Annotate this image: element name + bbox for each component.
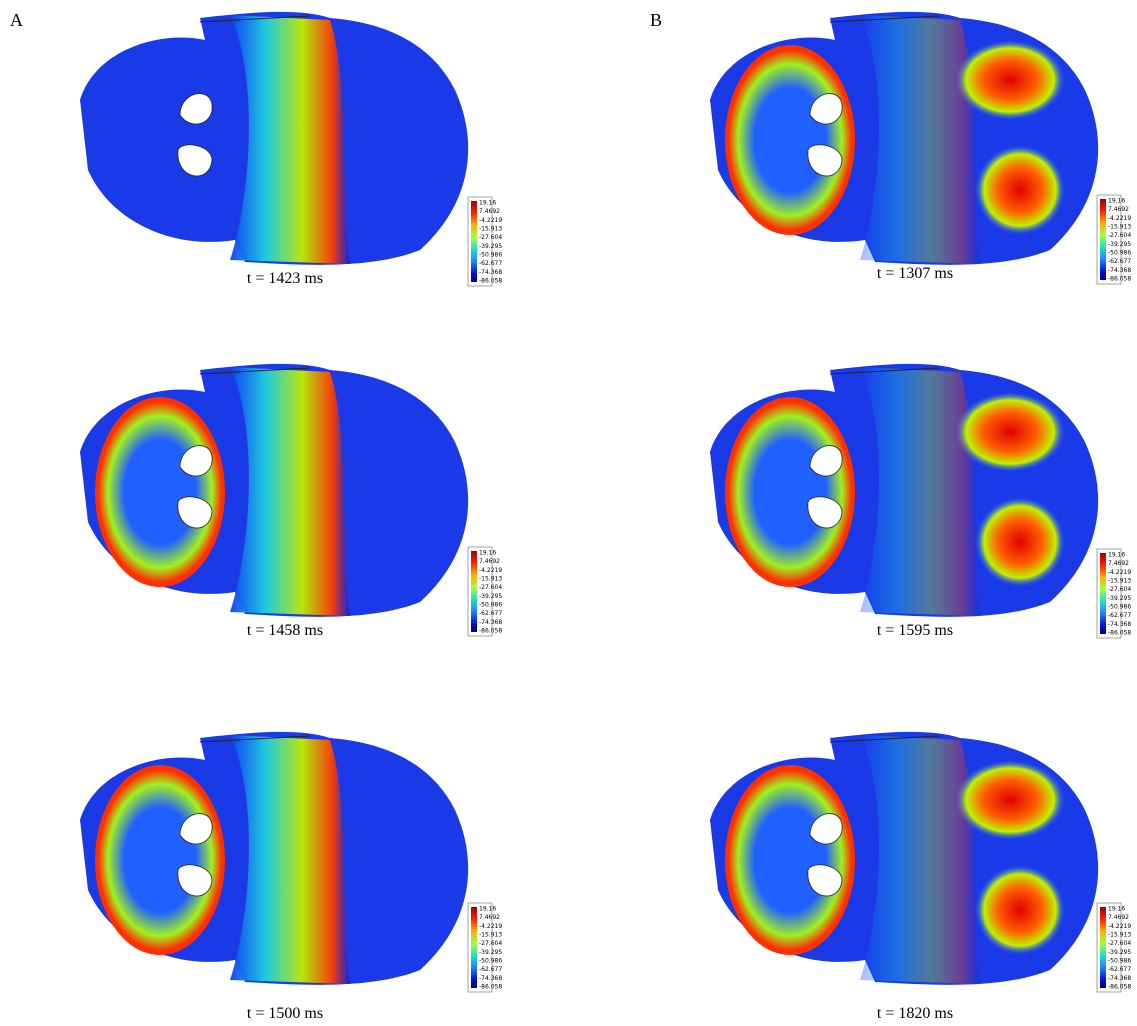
heart-map [80,12,468,265]
colorbar-label: -27.604 [479,584,502,591]
colorbar-label: 7.4692 [1108,914,1129,921]
colorbar-label: 7.4692 [1108,206,1129,213]
colorbar [471,907,477,988]
colorbar-label: -50.986 [479,252,502,259]
figure: At = 1423 ms19.167.4692-4.2219-15.913-27… [0,0,1137,1026]
colorbar-label: -27.604 [1108,940,1131,947]
colorbar-label: -62.677 [1108,612,1131,619]
time-caption: t = 1423 ms [247,270,323,287]
colorbar-label: -50.986 [1108,250,1131,257]
colorbar-label: -39.295 [1108,595,1131,602]
hot-spot [975,497,1065,587]
colorbar-label: -86.058 [479,278,502,285]
colorbar-label: 19.16 [479,550,496,557]
colorbar-label: -39.295 [479,949,502,956]
hot-spot [955,40,1065,120]
colorbar-label: 19.16 [479,200,496,207]
colorbar-label: 7.4692 [479,208,500,215]
hot-spot [955,392,1065,472]
colorbar-label: -86.058 [479,984,502,991]
colorbar-label: -15.913 [1108,578,1131,585]
heart-map [80,364,468,617]
colorbar-label: -50.986 [1108,958,1131,965]
colorbar-label: -62.677 [479,260,502,267]
heart-map [80,732,468,985]
hot-spot [975,865,1065,955]
time-caption: t = 1307 ms [877,265,953,282]
colorbar-label: -27.604 [479,940,502,947]
colorbar-label: -4.2219 [1108,923,1131,930]
heart-map [710,732,1098,985]
colorbar-label: -62.677 [1108,258,1131,265]
colorbar-label: -27.604 [479,234,502,241]
colorbar-label: -74.368 [479,269,502,276]
colorbar-label: -62.677 [1108,966,1131,973]
colorbar-label: 19.16 [1108,906,1125,913]
atrial-ring [95,765,225,955]
colorbar-label: 19.16 [479,906,496,913]
atrial-ring [95,397,225,587]
hot-spot [975,145,1065,235]
colorbar-label: -62.677 [479,610,502,617]
time-caption: t = 1595 ms [877,622,953,639]
colorbar-label: -15.913 [479,932,502,939]
time-caption: t = 1500 ms [247,1005,323,1022]
colorbar-label: 7.4692 [479,914,500,921]
panel-label: A [10,10,23,30]
colorbar-label: -74.368 [1108,267,1131,274]
colorbar-label: -39.295 [1108,949,1131,956]
colorbar-label: -15.913 [1108,224,1131,231]
colorbar-label: -15.913 [479,226,502,233]
colorbar-label: -27.604 [1108,232,1131,239]
colorbar-label: -50.986 [1108,604,1131,611]
colorbar-label: -4.2219 [1108,569,1131,576]
colorbar-label: 7.4692 [479,558,500,565]
colorbar-label: -4.2219 [1108,215,1131,222]
colorbar-label: 7.4692 [1108,560,1129,567]
hot-spot [955,760,1065,840]
colorbar-label: -74.368 [1108,621,1131,628]
colorbar [1100,199,1106,280]
colorbar [1100,907,1106,988]
colorbar-label: 19.16 [1108,198,1125,205]
colorbar [471,551,477,632]
atrial-ring [725,765,855,955]
colorbar-label: -15.913 [1108,932,1131,939]
colorbar-label: -74.368 [479,975,502,982]
colorbar-label: -39.295 [1108,241,1131,248]
colorbar-label: -27.604 [1108,586,1131,593]
colorbar-label: -50.986 [479,958,502,965]
colorbar-label: -39.295 [479,593,502,600]
colorbar-label: -15.913 [479,576,502,583]
time-caption: t = 1458 ms [247,622,323,639]
colorbar-label: -4.2219 [479,567,502,574]
atrial-ring [725,397,855,587]
heart-map [710,364,1098,617]
colorbar-label: -39.295 [479,243,502,250]
colorbar-label: -74.368 [479,619,502,626]
time-caption: t = 1820 ms [877,1005,953,1022]
colorbar-label: -62.677 [479,966,502,973]
colorbar-label: -86.058 [1108,630,1131,637]
colorbar-label: -50.986 [479,602,502,609]
heart-map [710,12,1098,265]
colorbar-label: -74.368 [1108,975,1131,982]
atrial-ring [725,45,855,235]
panel-label: B [650,10,662,30]
colorbar-label: -4.2219 [479,923,502,930]
colorbar-label: -86.058 [1108,276,1131,283]
colorbar-label: -86.058 [1108,984,1131,991]
colorbar-label: -86.058 [479,628,502,635]
colorbar-label: -4.2219 [479,217,502,224]
colorbar-label: 19.16 [1108,552,1125,559]
colorbar [1100,553,1106,634]
colorbar [471,201,477,282]
